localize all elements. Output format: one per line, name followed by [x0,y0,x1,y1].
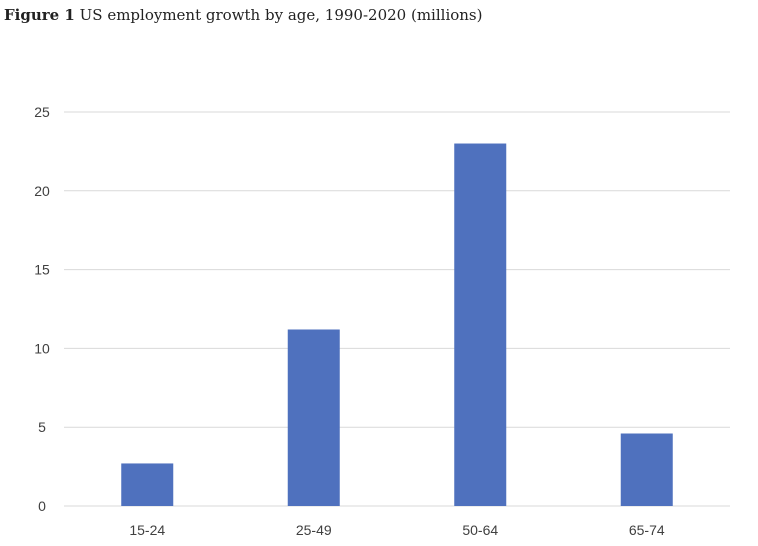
x-axis: 15-24 25-49 50-64 65-74 [129,522,665,538]
x-tick-label-25-49: 25-49 [296,522,332,538]
gridlines [64,111,730,507]
y-tick-label-10: 10 [34,340,50,356]
bar-50-64 [454,143,507,506]
bar-15-24 [121,463,174,506]
figure-caption: Figure 1 US employment growth by age, 19… [4,6,482,24]
y-axis: 0 5 10 15 20 25 [34,104,50,514]
y-tick-label-15: 15 [34,262,50,278]
figure-title: US employment growth by age, 1990-2020 (… [79,6,483,24]
bar-65-74 [620,433,673,506]
figure-label: Figure 1 [4,6,75,24]
bar-25-49 [287,329,340,506]
bars [121,143,673,506]
y-tick-label-25: 25 [34,104,50,120]
x-tick-label-15-24: 15-24 [129,522,165,538]
y-tick-label-5: 5 [38,419,46,435]
y-tick-label-20: 20 [34,183,50,199]
x-tick-label-50-64: 50-64 [462,522,498,538]
y-tick-label-0: 0 [38,498,46,514]
x-tick-label-65-74: 65-74 [629,522,665,538]
